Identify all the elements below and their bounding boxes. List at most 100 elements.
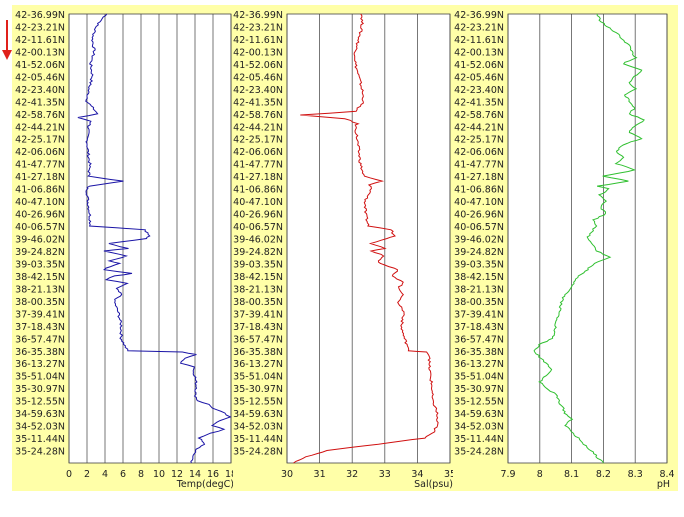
y-tick-label: 42-05.46N: [233, 72, 283, 83]
y-tick-label: 41-06.86N: [454, 185, 504, 196]
x-axis-label: Sal(psu): [414, 479, 453, 490]
plot-border: [507, 13, 668, 464]
x-tick-label: 34: [411, 469, 423, 480]
x-tick-label: 30: [281, 469, 293, 480]
y-tick-label: 42-25.17N: [15, 135, 65, 146]
y-tick-label: 42-23.40N: [454, 85, 504, 96]
y-tick-label: 38-21.13N: [454, 284, 504, 295]
y-tick-label: 41-52.06N: [233, 60, 283, 71]
x-tick-label: 31: [314, 469, 326, 480]
y-tick-label: 42-05.46N: [15, 72, 65, 83]
profile-line: [533, 13, 645, 464]
y-tick-label: 41-27.18N: [233, 172, 283, 183]
y-tick-label: 34-59.63N: [15, 409, 65, 420]
y-tick-label: 40-47.10N: [233, 197, 283, 208]
y-tick-label: 37-18.43N: [233, 322, 283, 333]
y-tick-label: 38-42.15N: [15, 272, 65, 283]
y-tick-label: 40-06.57N: [233, 222, 283, 233]
y-tick-label: 42-11.61N: [15, 35, 65, 46]
y-tick-label: 35-11.44N: [233, 434, 283, 445]
x-tick-label: 10: [153, 469, 165, 480]
y-tick-label: 42-41.35N: [454, 97, 504, 108]
y-tick-label: 42-44.21N: [454, 122, 504, 133]
y-tick-label: 42-23.40N: [233, 85, 283, 96]
y-tick-label: 42-36.99N: [454, 10, 504, 21]
y-tick-label: 40-06.57N: [15, 222, 65, 233]
y-tick-label: 35-24.28N: [15, 447, 65, 458]
y-tick-label: 40-47.10N: [15, 197, 65, 208]
y-tick-label: 39-46.02N: [233, 235, 283, 246]
ph-panel: 42-36.99N 42-23.21N 42-11.61N 42-00.13N 41-5…: [453, 5, 678, 491]
y-tick-label: 40-26.96N: [233, 210, 283, 221]
x-tick-label: 6: [120, 469, 126, 480]
y-tick-label: 36-13.27N: [454, 359, 504, 370]
y-tick-label: 34-59.63N: [233, 409, 283, 420]
y-tick-label: 41-27.18N: [15, 172, 65, 183]
plot-area: [69, 14, 231, 463]
y-tick-label: 42-36.99N: [15, 10, 65, 21]
y-tick-label: 38-42.15N: [233, 272, 283, 283]
x-tick-label: 33: [379, 469, 391, 480]
x-tick-label: 8: [138, 469, 144, 480]
y-tick-label: 36-57.47N: [233, 334, 283, 345]
y-tick-label: 35-24.28N: [233, 447, 283, 458]
y-tick-label: 41-06.86N: [233, 185, 283, 196]
y-tick-label: 35-12.55N: [454, 397, 504, 408]
plot-border: [286, 13, 451, 464]
y-tick-label: 42-11.61N: [233, 35, 283, 46]
y-tick-label: 42-05.46N: [454, 72, 504, 83]
y-tick-label: 35-30.97N: [15, 384, 65, 395]
x-tick-label: 2: [84, 469, 90, 480]
y-tick-label: 34-59.63N: [454, 409, 504, 420]
y-tick-label: 39-46.02N: [15, 235, 65, 246]
x-tick-label: 8.4: [659, 469, 674, 480]
y-tick-label: 35-30.97N: [233, 384, 283, 395]
y-tick-label: 39-03.35N: [454, 259, 504, 270]
y-tick-label: 41-47.77N: [454, 160, 504, 171]
y-tick-label: 35-11.44N: [454, 434, 504, 445]
y-tick-label: 42-44.21N: [233, 122, 283, 133]
y-tick-label: 37-39.41N: [454, 309, 504, 320]
y-tick-label: 37-39.41N: [15, 309, 65, 320]
y-tick-label: 41-52.06N: [15, 60, 65, 71]
x-tick-label: 12: [171, 469, 183, 480]
profile-line: [77, 13, 232, 464]
y-tick-label: 42-44.21N: [15, 122, 65, 133]
y-tick-label: 42-11.61N: [454, 35, 504, 46]
y-tick-label: 36-35.38N: [233, 347, 283, 358]
y-tick-label: 34-52.03N: [15, 422, 65, 433]
x-tick-label: 8.1: [564, 469, 579, 480]
y-tick-label: 38-00.35N: [233, 297, 283, 308]
y-tick-label: 35-30.97N: [454, 384, 504, 395]
y-tick-label: 40-26.96N: [15, 210, 65, 221]
y-tick-label: 34-52.03N: [454, 422, 504, 433]
y-tick-label: 42-25.17N: [454, 135, 504, 146]
x-tick-label: 7.9: [500, 469, 515, 480]
y-tick-label: 35-51.04N: [15, 372, 65, 383]
profile-line: [293, 13, 439, 464]
y-tick-label: 42-58.76N: [15, 110, 65, 121]
y-tick-label: 42-00.13N: [15, 47, 65, 58]
y-tick-label: 40-26.96N: [454, 210, 504, 221]
y-tick-label: 34-52.03N: [233, 422, 283, 433]
x-tick-label: 8.3: [628, 469, 643, 480]
y-tick-label: 35-51.04N: [233, 372, 283, 383]
y-tick-label: 42-00.13N: [233, 47, 283, 58]
y-tick-label: 38-00.35N: [15, 297, 65, 308]
y-tick-label: 42-23.21N: [15, 22, 65, 33]
x-tick-label: 8: [537, 469, 543, 480]
x-axis-label: pH: [657, 479, 670, 490]
y-tick-label: 42-06.06N: [454, 147, 504, 158]
y-tick-label: 42-41.35N: [233, 97, 283, 108]
y-tick-label: 38-21.13N: [15, 284, 65, 295]
y-tick-label: 36-35.38N: [454, 347, 504, 358]
temperature-panel: 42-36.99N 42-23.21N 42-11.61N 42-00.13N 41-5…: [12, 5, 237, 491]
y-tick-label: 42-41.35N: [15, 97, 65, 108]
x-tick-label: 16: [207, 469, 219, 480]
y-tick-label: 41-06.86N: [15, 185, 65, 196]
y-tick-label: 39-46.02N: [454, 235, 504, 246]
plot-border: [68, 13, 232, 464]
